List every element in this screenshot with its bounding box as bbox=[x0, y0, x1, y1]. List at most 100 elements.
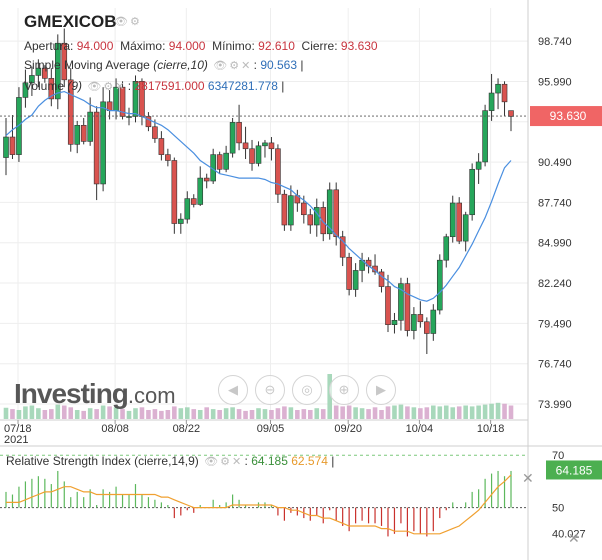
volume-bar bbox=[197, 410, 203, 419]
pane-remove-icon[interactable]: ✕ bbox=[568, 530, 580, 546]
candle-body bbox=[462, 214, 469, 242]
time-axis[interactable]: 07/18 08/08 08/22 09/05 09/20 10/04 10/18 2021 bbox=[0, 419, 528, 446]
volume-bar bbox=[502, 403, 507, 419]
rsi-header[interactable]: Relative Strength Index (cierre,14,9) 👁 ⚙… bbox=[6, 454, 335, 468]
volume-bar bbox=[450, 407, 456, 419]
volume-bar bbox=[489, 403, 494, 419]
gear-icon[interactable]: ⚙ bbox=[129, 16, 140, 28]
volume-bar bbox=[165, 410, 171, 419]
volume-params: (9) bbox=[67, 79, 83, 93]
volume-bar bbox=[392, 405, 397, 419]
candle-body bbox=[61, 42, 68, 81]
volume-bar bbox=[275, 408, 281, 419]
volume-bar bbox=[288, 407, 294, 419]
price-tick-label: 95.990 bbox=[538, 76, 572, 88]
volume-bar bbox=[172, 406, 177, 419]
rsi-tick-label: 70 bbox=[552, 450, 564, 462]
volume-bar bbox=[10, 409, 15, 419]
candle-body bbox=[268, 142, 275, 150]
rsi-value-tag-text: 64.185 bbox=[556, 463, 593, 477]
gear-icon[interactable]: ⚙ bbox=[220, 456, 230, 468]
candle-body bbox=[190, 198, 197, 205]
eye-icon[interactable]: 👁 bbox=[87, 81, 102, 93]
candle-body bbox=[501, 83, 508, 103]
candle-body bbox=[132, 81, 139, 117]
candle-body bbox=[449, 202, 456, 238]
volume-bar bbox=[210, 409, 216, 419]
candle-body bbox=[87, 111, 93, 142]
candle-body bbox=[145, 116, 152, 128]
close-icon[interactable]: ✕ bbox=[241, 60, 251, 72]
volume-bar bbox=[411, 407, 417, 419]
gear-icon[interactable]: ⚙ bbox=[103, 81, 114, 93]
year-label: 2021 bbox=[4, 434, 28, 446]
volume-bar bbox=[398, 404, 404, 419]
candle-body bbox=[171, 160, 178, 224]
volume-bar bbox=[508, 405, 514, 419]
candle-body bbox=[100, 101, 106, 185]
volume-bar bbox=[159, 410, 164, 419]
volume-value-2: 6347281.778 bbox=[207, 79, 278, 93]
price-tick-label: 98.740 bbox=[538, 36, 572, 48]
zoom-in-icon[interactable]: ⊕ bbox=[329, 375, 359, 405]
time-tick-label: 10/18 bbox=[477, 423, 505, 435]
volume-bar bbox=[49, 409, 54, 419]
candle-body bbox=[165, 154, 171, 161]
volume-row[interactable]: Volume (9) 👁 ⚙ ✕ : 2817591.000 6347281.778… bbox=[24, 79, 285, 93]
last-price-tag-text: 93.630 bbox=[550, 109, 587, 123]
price-tick-label: 87.740 bbox=[538, 197, 572, 209]
volume-bar bbox=[437, 406, 443, 419]
volume-bar bbox=[23, 406, 28, 419]
volume-bars bbox=[3, 374, 514, 419]
symbol-title: GMEXICOB bbox=[24, 12, 117, 31]
title-icons[interactable]: 👁 ⚙ bbox=[112, 14, 140, 28]
zoom-out-icon[interactable]: ⊖ bbox=[255, 375, 285, 405]
candle-body bbox=[346, 256, 352, 290]
low-label: Mínimo: bbox=[212, 39, 255, 53]
volume-bar bbox=[146, 410, 151, 419]
candle-body bbox=[288, 195, 294, 226]
rsi-pane-close-icon[interactable]: ✕ bbox=[522, 470, 534, 486]
volume-bar bbox=[230, 407, 235, 419]
rsi-pane[interactable]: 70 50 40.027 64.185 bbox=[0, 445, 602, 560]
volume-bar bbox=[126, 410, 132, 419]
volume-value-1: 2817591.000 bbox=[134, 79, 205, 93]
time-tick-label: 09/05 bbox=[257, 423, 285, 435]
eye-icon[interactable]: 👁 bbox=[114, 16, 128, 28]
price-tick-label: 76.740 bbox=[538, 359, 572, 371]
candle-body bbox=[236, 122, 242, 144]
rsi-name: Relative Strength Index bbox=[6, 454, 131, 468]
reset-zoom-icon[interactable]: ◎ bbox=[292, 375, 322, 405]
sma-row[interactable]: Simple Moving Average (cierre,10) 👁 ⚙ ✕ : … bbox=[24, 58, 304, 72]
volume-bar bbox=[236, 409, 242, 419]
volume-bar bbox=[346, 405, 352, 419]
volume-bar bbox=[29, 405, 35, 419]
volume-bar bbox=[418, 408, 423, 419]
candles[interactable] bbox=[3, 28, 514, 355]
scroll-left-icon[interactable]: ◀ bbox=[218, 375, 248, 405]
high-value: 94.000 bbox=[168, 39, 206, 53]
volume-bar bbox=[359, 408, 365, 419]
gear-icon[interactable]: ⚙ bbox=[229, 60, 240, 72]
close-icon[interactable]: ✕ bbox=[115, 81, 125, 93]
candle-body bbox=[178, 218, 184, 224]
eye-icon[interactable]: 👁 bbox=[213, 60, 228, 72]
scroll-right-icon[interactable]: ▶ bbox=[366, 375, 396, 405]
volume-name: Volume bbox=[24, 79, 65, 93]
price-axis[interactable]: 98.74095.99093.24090.49087.74084.99082.2… bbox=[527, 0, 602, 446]
close-label: Cierre: bbox=[301, 39, 338, 53]
candle-body bbox=[488, 92, 495, 111]
rsi-signal-line bbox=[6, 474, 512, 535]
candle-body bbox=[385, 286, 391, 325]
candle-body bbox=[482, 110, 488, 163]
volume-bar bbox=[301, 409, 307, 419]
candle-body bbox=[398, 283, 404, 321]
volume-bar bbox=[107, 406, 112, 419]
volume-bar bbox=[139, 407, 145, 419]
volume-bar bbox=[184, 407, 190, 419]
close-icon[interactable]: ✕ bbox=[231, 456, 242, 468]
eye-icon[interactable]: 👁 bbox=[204, 456, 219, 468]
volume-bar bbox=[282, 406, 287, 419]
volume-bar bbox=[495, 402, 501, 419]
